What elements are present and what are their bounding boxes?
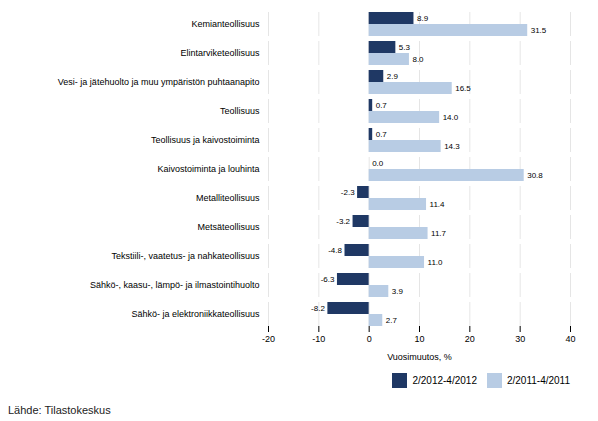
svg-text:30.8: 30.8 <box>527 171 543 180</box>
svg-text:0: 0 <box>367 334 372 344</box>
svg-text:-6.3: -6.3 <box>321 275 335 284</box>
svg-text:Vesi- ja jätehuolto ja muu ymp: Vesi- ja jätehuolto ja muu ympäristön pu… <box>58 77 260 87</box>
svg-text:0.0: 0.0 <box>372 159 384 168</box>
svg-text:31.5: 31.5 <box>531 26 547 35</box>
svg-text:10: 10 <box>414 334 424 344</box>
svg-text:11.0: 11.0 <box>428 258 444 267</box>
svg-text:Sähkö-, kaasu-, lämpö- ja ilma: Sähkö-, kaasu-, lämpö- ja ilmastointihuo… <box>90 280 260 290</box>
svg-text:Teollisuus: Teollisuus <box>220 106 260 116</box>
svg-text:16.5: 16.5 <box>455 84 471 93</box>
svg-text:14.3: 14.3 <box>444 142 460 151</box>
svg-text:Kemianteollisuus: Kemianteollisuus <box>191 19 260 29</box>
svg-text:-20: -20 <box>262 334 275 344</box>
svg-text:2.7: 2.7 <box>386 316 398 325</box>
html-text:2/2012-4/2012: 2/2012-4/2012 <box>412 375 477 386</box>
svg-text:3.9: 3.9 <box>392 287 404 296</box>
svg-text:11.7: 11.7 <box>431 229 447 238</box>
svg-text:Sähkö- ja elektroniikkateollis: Sähkö- ja elektroniikkateollisuus <box>131 309 260 319</box>
svg-text:0.7: 0.7 <box>376 130 388 139</box>
svg-text:8.0: 8.0 <box>412 55 424 64</box>
html-text:Lähde: Tilastokeskus: Lähde: Tilastokeskus <box>8 404 111 416</box>
svg-text:0.7: 0.7 <box>376 101 388 110</box>
svg-text:Teollisuus ja kaivostoiminta: Teollisuus ja kaivostoiminta <box>151 135 260 145</box>
svg-text:-8.2: -8.2 <box>311 304 325 313</box>
html-text:2/2011-4/2011: 2/2011-4/2011 <box>507 375 570 386</box>
svg-text:-4.8: -4.8 <box>328 246 342 255</box>
svg-text:-10: -10 <box>312 334 325 344</box>
svg-text:20: 20 <box>465 334 475 344</box>
svg-text:-3.2: -3.2 <box>336 217 350 226</box>
svg-text:2.9: 2.9 <box>387 72 399 81</box>
svg-text:Metalliteollisuus: Metalliteollisuus <box>196 193 260 203</box>
svg-text:5.3: 5.3 <box>399 43 411 52</box>
svg-text:8.9: 8.9 <box>417 14 429 23</box>
svg-text:Vuosimuutos, %: Vuosimuutos, % <box>387 352 452 362</box>
svg-text:Metsäteollisuus: Metsäteollisuus <box>197 222 260 232</box>
svg-text:11.4: 11.4 <box>430 200 446 209</box>
svg-text:14.0: 14.0 <box>443 113 459 122</box>
svg-text:40: 40 <box>565 334 575 344</box>
svg-text:-2.3: -2.3 <box>341 188 355 197</box>
svg-text:Elintarviketeollisuus: Elintarviketeollisuus <box>180 48 260 58</box>
svg-text:Kaivostoiminta ja louhinta: Kaivostoiminta ja louhinta <box>157 164 259 174</box>
svg-text:Tekstiili-, vaatetus- ja nahka: Tekstiili-, vaatetus- ja nahkateollisuus <box>111 251 260 261</box>
svg-text:30: 30 <box>515 334 525 344</box>
